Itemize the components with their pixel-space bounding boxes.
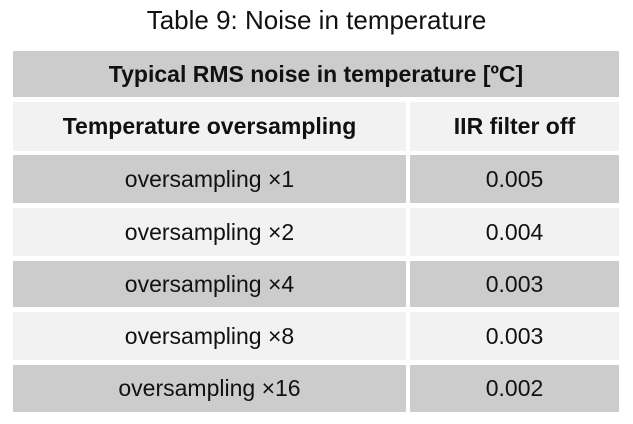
table-row-5-oversampling: oversampling ×16 bbox=[13, 365, 406, 412]
header-cell-oversampling: Temperature oversampling bbox=[13, 102, 406, 151]
noise-table: Typical RMS noise in temperature [ºC] Te… bbox=[13, 51, 619, 414]
header-cell-iir-filter-off: IIR filter off bbox=[410, 102, 619, 151]
table-title-cell: Typical RMS noise in temperature [ºC] bbox=[13, 51, 619, 97]
table-row-3-value: 0.003 bbox=[410, 261, 619, 307]
table-row-4-value: 0.003 bbox=[410, 312, 619, 360]
table-row-2-oversampling: oversampling ×2 bbox=[13, 208, 406, 256]
table-row-5-value: 0.002 bbox=[410, 365, 619, 412]
table-caption: Table 9: Noise in temperature bbox=[146, 5, 487, 35]
table-row-1-value: 0.005 bbox=[410, 155, 619, 203]
table-row-2-value: 0.004 bbox=[410, 208, 619, 256]
table-row-3-oversampling: oversampling ×4 bbox=[13, 261, 406, 307]
table-row-1-oversampling: oversampling ×1 bbox=[13, 155, 406, 203]
table-row-4-oversampling: oversampling ×8 bbox=[13, 312, 406, 360]
